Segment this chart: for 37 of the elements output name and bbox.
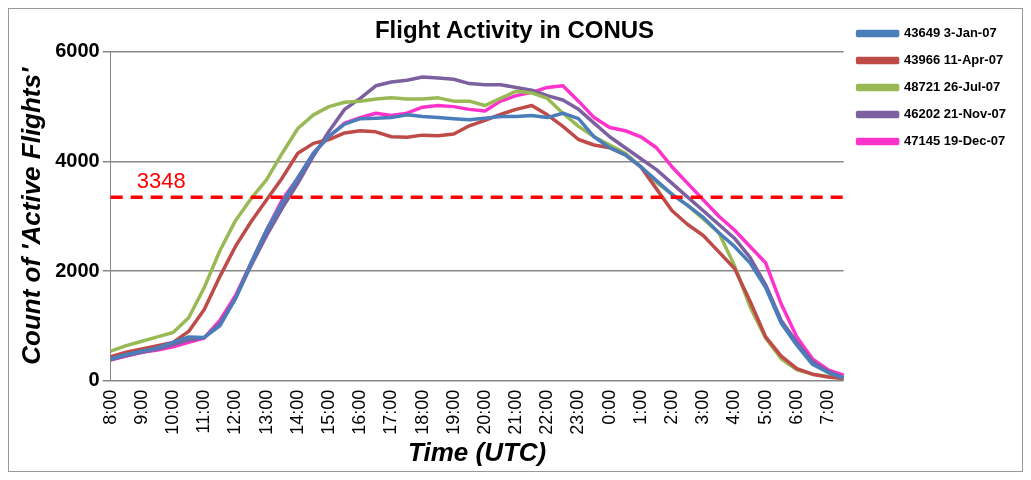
x-tick-label: 14:00 bbox=[286, 389, 307, 435]
x-axis-title: Time (UTC) bbox=[408, 436, 547, 467]
x-tick-label: 7:00 bbox=[816, 389, 837, 425]
x-tick-label: 16:00 bbox=[349, 389, 370, 435]
x-tick-label: 10:00 bbox=[162, 389, 183, 435]
x-tick-label: 15:00 bbox=[317, 389, 338, 435]
legend-label: 47145 19-Dec-07 bbox=[904, 133, 1006, 149]
x-tick-label: 2:00 bbox=[661, 389, 682, 425]
x-tick-label: 6:00 bbox=[785, 389, 806, 425]
y-tick-label: 6000 bbox=[55, 39, 100, 62]
x-tick-label: 3:00 bbox=[692, 389, 713, 425]
x-tick-label: 17:00 bbox=[380, 389, 401, 435]
chart-title: Flight Activity in CONUS bbox=[374, 16, 655, 44]
x-tick-label: 22:00 bbox=[536, 389, 557, 435]
x-tick-label: 1:00 bbox=[629, 389, 650, 425]
x-tick-label: 0:00 bbox=[598, 389, 619, 425]
x-tick-label: 12:00 bbox=[224, 389, 245, 435]
x-tick-label: 20:00 bbox=[473, 389, 494, 435]
legend-label: 43649 3-Jan-07 bbox=[904, 25, 997, 41]
x-tick-label: 23:00 bbox=[567, 389, 588, 435]
x-tick-label: 21:00 bbox=[505, 389, 526, 435]
x-tick-label: 9:00 bbox=[130, 389, 151, 425]
y-tick-label: 2000 bbox=[55, 258, 100, 281]
x-tick-label: 19:00 bbox=[442, 389, 463, 435]
ref-line-label: 3348 bbox=[136, 168, 186, 194]
y-axis-title: Count of 'Active Flights' bbox=[15, 67, 46, 365]
x-tick-label: 18:00 bbox=[411, 389, 432, 435]
y-tick-label: 0 bbox=[88, 368, 100, 391]
x-tick-label: 11:00 bbox=[193, 389, 214, 434]
x-tick-label: 8:00 bbox=[99, 389, 120, 425]
x-tick-label: 4:00 bbox=[723, 389, 744, 425]
legend-label: 48721 26-Jul-07 bbox=[904, 79, 1001, 95]
legend-label: 43966 11-Apr-07 bbox=[904, 52, 1004, 68]
y-tick-label: 4000 bbox=[55, 148, 100, 171]
x-tick-label: 13:00 bbox=[255, 389, 276, 435]
legend-label: 46202 21-Nov-07 bbox=[904, 106, 1007, 122]
x-tick-label: 5:00 bbox=[754, 389, 775, 425]
